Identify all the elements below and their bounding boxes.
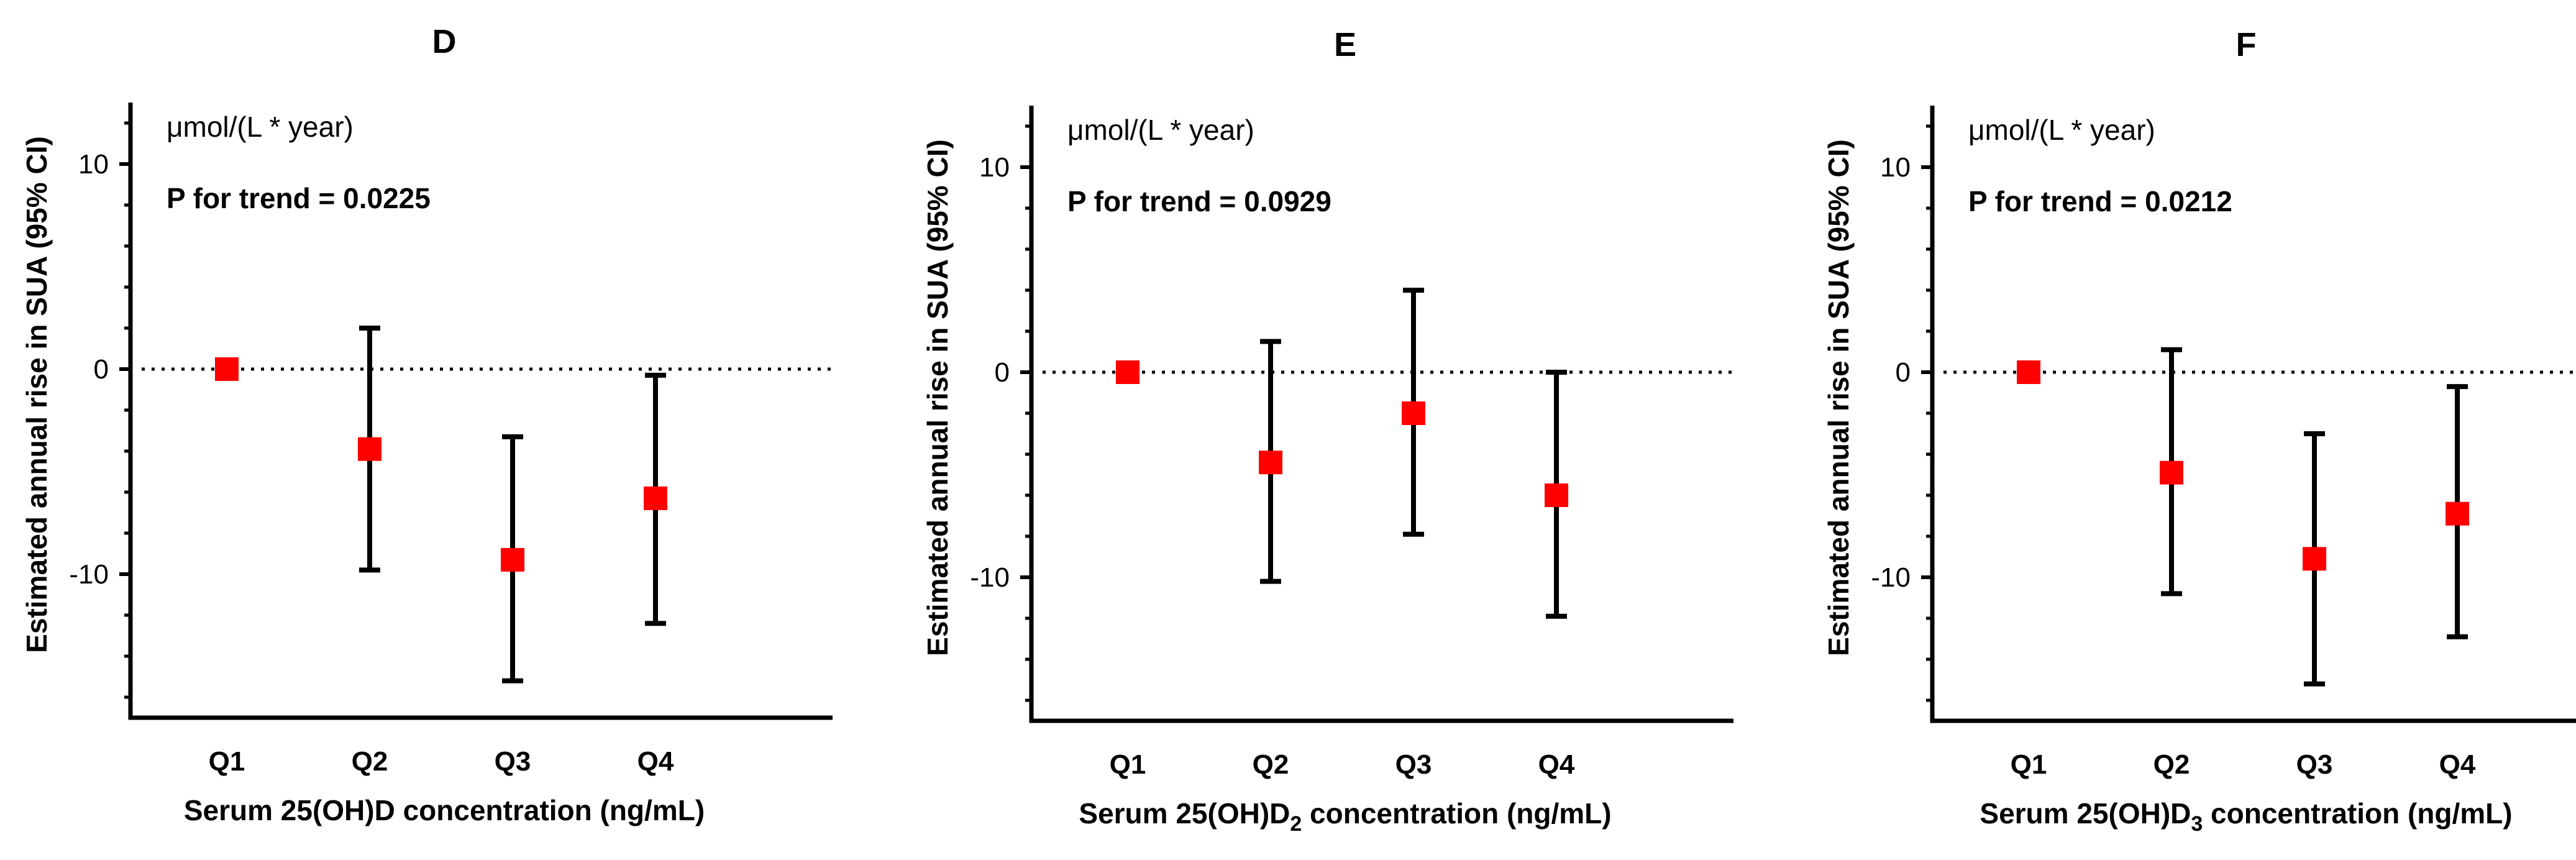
- x-axis-title-suffix: concentration (ng/mL): [2203, 797, 2512, 830]
- point-marker-q4: [644, 486, 667, 510]
- point-marker-q1: [215, 357, 239, 381]
- y-tick-label: -10: [69, 559, 109, 590]
- x-axis-title: Serum 25(OH)D concentration (ng/mL): [184, 794, 705, 826]
- x-axis-title-suffix: concentration (ng/mL): [395, 794, 705, 826]
- panel-e: E 10 0 -10 Estimated annual rise in SUA (95%…: [921, 26, 1733, 836]
- y-tick-label: 0: [94, 354, 109, 385]
- x-axis-title: Serum 25(OH)D3 concentration (ng/mL): [1980, 797, 2512, 836]
- x-axis-title: Serum 25(OH)D2 concentration (ng/mL): [1079, 797, 1611, 836]
- x-tick-label: Q2: [2154, 749, 2190, 780]
- point-marker-q4: [2446, 501, 2469, 526]
- y-axis-title: Estimated annual rise in SUA (95% CI): [21, 136, 53, 653]
- y-axis-title: Estimated annual rise in SUA (95% CI): [921, 139, 954, 656]
- unit-note: μmol/(L * year): [167, 111, 354, 143]
- panel-d: D 10 0 -10 Estimated annual rise in SUA (95%…: [21, 23, 833, 826]
- y-tick-label: 0: [995, 357, 1010, 388]
- x-tick-label: Q4: [637, 746, 674, 777]
- y-tick-label: 0: [1896, 357, 1911, 388]
- x-tick-label: Q1: [1110, 749, 1146, 780]
- point-marker-q1: [1116, 360, 1140, 384]
- point-marker-q3: [501, 547, 524, 572]
- panel-title: E: [1334, 26, 1356, 63]
- point-marker-q3: [2303, 547, 2326, 571]
- point-marker-q2: [358, 437, 381, 461]
- x-tick-label: Q2: [1253, 749, 1289, 780]
- x-tick-label: Q1: [2011, 749, 2047, 780]
- p-for-trend-annotation: P for trend = 0.0225: [167, 182, 431, 214]
- y-tick-label: -10: [970, 562, 1010, 593]
- unit-note: μmol/(L * year): [1067, 114, 1254, 146]
- p-for-trend-annotation: P for trend = 0.0212: [1968, 185, 2232, 217]
- x-axis-title-prefix: Serum 25(OH)D: [1079, 797, 1290, 830]
- panel-title: F: [2236, 26, 2257, 63]
- x-axis-title-subscript: 2: [1290, 812, 1302, 836]
- y-tick-label: 10: [1880, 152, 1911, 183]
- point-marker-q3: [1402, 401, 1425, 425]
- x-axis-title-suffix: concentration (ng/mL): [1302, 797, 1611, 830]
- x-axis-title-prefix: Serum 25(OH)D: [1980, 797, 2191, 830]
- x-axis-title-prefix: Serum 25(OH)D: [184, 794, 395, 826]
- point-marker-q2: [2160, 460, 2183, 485]
- y-tick-label: 10: [979, 152, 1010, 183]
- p-for-trend-annotation: P for trend = 0.0929: [1067, 185, 1331, 217]
- unit-note: μmol/(L * year): [1968, 114, 2155, 146]
- x-tick-label: Q2: [352, 746, 388, 777]
- y-tick-label: -10: [1871, 562, 1911, 593]
- x-tick-label: Q4: [1538, 749, 1575, 780]
- x-tick-label: Q3: [495, 746, 531, 777]
- x-tick-label: Q3: [1395, 749, 1432, 780]
- x-tick-label: Q4: [2439, 749, 2476, 780]
- panel-title: D: [432, 23, 457, 60]
- x-tick-label: Q1: [209, 746, 245, 777]
- x-tick-label: Q3: [2296, 749, 2333, 780]
- x-axis-title-subscript: 3: [2191, 812, 2203, 836]
- point-marker-q4: [1545, 483, 1568, 507]
- point-marker-q2: [1259, 451, 1282, 475]
- panel-f: F 10 0 -10 Estimated annual rise in SUA (95%…: [1822, 26, 2576, 836]
- y-tick-label: 10: [78, 149, 109, 180]
- point-marker-q1: [2017, 360, 2040, 384]
- y-axis-title: Estimated annual rise in SUA (95% CI): [1822, 139, 1855, 656]
